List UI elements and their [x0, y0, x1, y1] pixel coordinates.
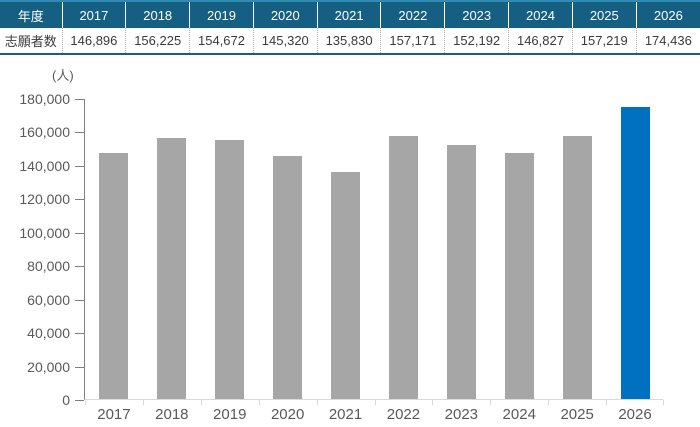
- x-axis-tick-label: 2026: [618, 406, 652, 423]
- y-axis-tick-mark: [75, 299, 84, 301]
- applicants-value-cell: 174,436: [635, 28, 700, 54]
- y-axis-tick-label: 120,000: [19, 191, 70, 208]
- year-header-cell: 2017: [61, 1, 126, 28]
- y-axis-tick-label: 40,000: [27, 325, 70, 342]
- x-axis-tick-mark: [316, 400, 318, 405]
- y-axis-tick-label: 60,000: [27, 291, 70, 308]
- x-axis-tick-mark: [490, 400, 492, 405]
- bar: [215, 140, 245, 399]
- year-header-cell: 2021: [316, 1, 381, 28]
- x-axis-tick-label: 2017: [97, 406, 131, 423]
- applicants-value-cell: 157,171: [380, 28, 445, 54]
- x-axis-tick-label: 2019: [213, 406, 247, 423]
- x-axis-tick-mark: [85, 400, 86, 405]
- bar: [99, 153, 129, 399]
- y-axis-tick-mark: [75, 99, 84, 100]
- bar: [562, 136, 592, 399]
- x-axis-tick-mark: [606, 400, 608, 405]
- year-header-cell: 2024: [508, 1, 573, 28]
- applicants-value-cell: 154,672: [189, 28, 254, 54]
- y-axis-tick-mark: [75, 400, 84, 401]
- y-axis-unit-label: (人): [52, 68, 74, 83]
- y-axis-tick-label: 100,000: [19, 224, 70, 241]
- x-axis-tick-mark: [374, 400, 376, 405]
- y-axis-tick-label: 80,000: [27, 258, 70, 275]
- y-axis-tick-mark: [75, 165, 84, 167]
- bar: [388, 136, 418, 399]
- bar: [504, 153, 534, 399]
- applicants-value-cell: 157,219: [571, 28, 637, 54]
- y-axis-tick-mark: [75, 366, 84, 368]
- x-axis-tick-mark: [258, 400, 260, 405]
- applicants-value-cell: 146,827: [508, 28, 573, 54]
- y-axis-tick-mark: [75, 199, 84, 201]
- table-header-row: 年度 2017 2018 2019 2020 2021 2022 2023 2024 2025 2…: [0, 1, 700, 28]
- applicants-value-cell: 156,225: [125, 28, 190, 54]
- y-axis-tick-label: 180,000: [19, 91, 70, 107]
- x-axis-tick-label: 2022: [386, 406, 421, 423]
- x-axis-tick-mark: [142, 400, 144, 405]
- x-axis-tick-label: 2018: [155, 406, 189, 423]
- bar-chart: (人) 0 20,000 40,000 60,000 80,000 100,000 120,…: [0, 57, 700, 427]
- applicants-row-label: 志願者数: [0, 28, 62, 54]
- year-header-cell: 2020: [252, 1, 318, 28]
- year-row-label: 年度: [0, 1, 62, 28]
- year-header-cell: 2019: [189, 1, 254, 28]
- y-axis-tick-mark: [75, 266, 84, 268]
- y-axis-tick-mark: [75, 232, 84, 234]
- y-axis-tick-mark: [75, 132, 84, 134]
- bar: [273, 156, 303, 399]
- x-axis-tick-mark: [663, 400, 664, 405]
- bar: [620, 107, 650, 399]
- applicants-value-cell: 152,192: [444, 28, 509, 54]
- applicants-table: 年度 2017 2018 2019 2020 2021 2022 2023 2024 2025 2…: [0, 0, 700, 55]
- x-axis-tick-mark: [200, 400, 202, 405]
- plot-area: 0 20,000 40,000 60,000 80,000 100,000 120,000 1…: [19, 91, 664, 423]
- x-axis-tick-label: 2025: [560, 406, 594, 423]
- x-axis-tick-mark: [432, 400, 434, 405]
- table-value-row: 志願者数 146,896 156,225 154,672 145,320 135,830…: [0, 28, 700, 54]
- bar: [157, 137, 187, 399]
- year-header-cell: 2026: [635, 1, 700, 28]
- x-axis-tick-label: 2023: [444, 406, 479, 423]
- year-header-cell: 2022: [380, 1, 445, 28]
- y-axis-tick-label: 160,000: [19, 124, 70, 141]
- y-axis-tick-label: 20,000: [27, 358, 70, 375]
- year-header-cell: 2023: [444, 1, 509, 28]
- applicants-value-cell: 146,896: [61, 28, 126, 54]
- year-header-cell: 2025: [571, 1, 637, 28]
- bar: [446, 144, 476, 399]
- x-axis-tick-label: 2024: [502, 406, 536, 423]
- y-axis-tick-mark: [75, 333, 84, 335]
- x-axis-tick-mark: [548, 400, 550, 405]
- x-axis-tick-label: 2020: [270, 406, 305, 423]
- y-axis-tick-label: 140,000: [19, 157, 70, 174]
- bar: [331, 171, 361, 399]
- y-axis-tick-label: 0: [62, 392, 70, 408]
- applicants-value-cell: 145,320: [252, 28, 318, 54]
- applicants-value-cell: 135,830: [316, 28, 381, 54]
- year-header-cell: 2018: [125, 1, 190, 28]
- x-axis-tick-label: 2021: [328, 406, 363, 423]
